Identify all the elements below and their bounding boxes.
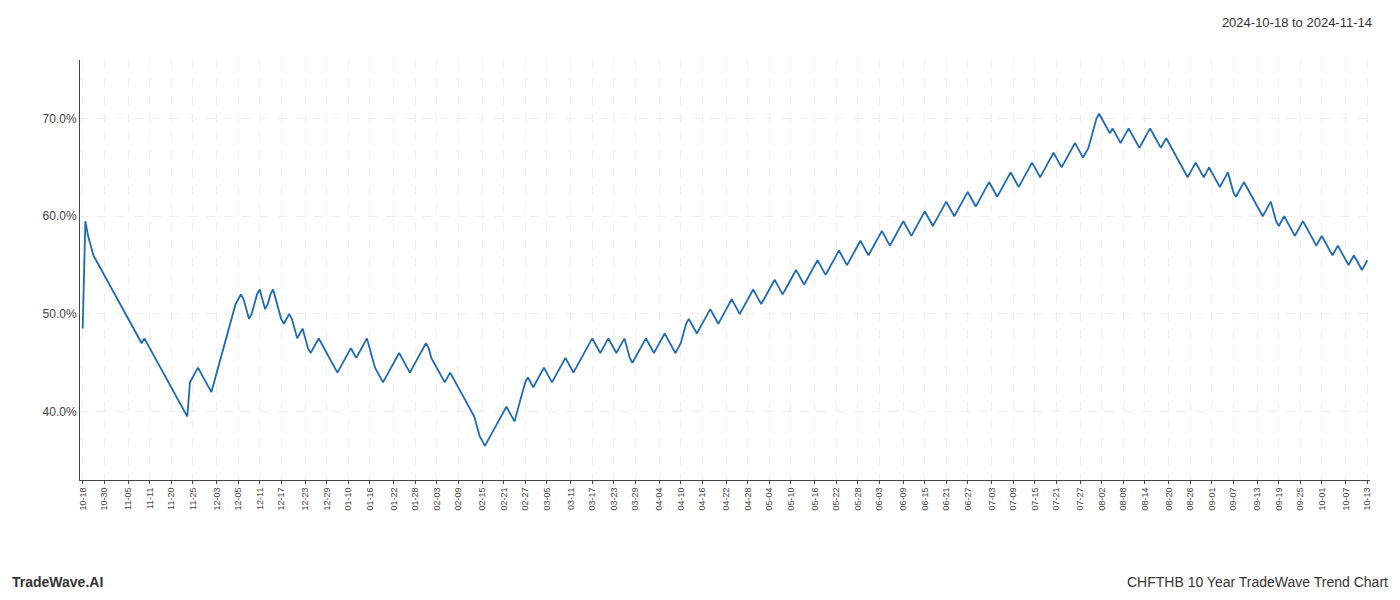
svg-text:04-04: 04-04 bbox=[654, 488, 664, 511]
svg-text:12-29: 12-29 bbox=[322, 488, 332, 511]
svg-text:03-23: 03-23 bbox=[609, 488, 619, 511]
svg-text:50.0%: 50.0% bbox=[43, 307, 77, 321]
svg-text:06-03: 06-03 bbox=[874, 488, 884, 511]
svg-text:05-04: 05-04 bbox=[764, 488, 774, 511]
svg-text:01-22: 01-22 bbox=[389, 488, 399, 511]
svg-text:04-22: 04-22 bbox=[721, 488, 731, 511]
svg-text:01-28: 01-28 bbox=[410, 488, 420, 511]
svg-text:06-27: 06-27 bbox=[963, 488, 973, 511]
svg-text:2024-10-18 to 2024-11-14: 2024-10-18 to 2024-11-14 bbox=[1222, 15, 1372, 30]
svg-text:09-07: 09-07 bbox=[1228, 488, 1238, 511]
svg-text:02-15: 02-15 bbox=[477, 488, 487, 511]
svg-text:07-03: 07-03 bbox=[987, 488, 997, 511]
svg-text:08-20: 08-20 bbox=[1164, 488, 1174, 511]
svg-text:11-20: 11-20 bbox=[166, 488, 176, 510]
svg-text:03-29: 03-29 bbox=[630, 488, 640, 511]
svg-text:08-26: 08-26 bbox=[1185, 488, 1195, 511]
svg-text:10-18: 10-18 bbox=[78, 488, 88, 511]
svg-text:10-01: 10-01 bbox=[1317, 488, 1327, 511]
svg-text:07-15: 07-15 bbox=[1030, 488, 1040, 511]
svg-text:07-27: 07-27 bbox=[1075, 488, 1085, 511]
svg-text:02-27: 02-27 bbox=[520, 488, 530, 511]
svg-text:08-02: 08-02 bbox=[1097, 488, 1107, 511]
svg-text:02-03: 02-03 bbox=[432, 488, 442, 511]
svg-text:08-14: 08-14 bbox=[1140, 488, 1150, 511]
svg-text:06-15: 06-15 bbox=[920, 488, 930, 511]
svg-text:70.0%: 70.0% bbox=[43, 112, 77, 126]
svg-text:02-21: 02-21 bbox=[499, 488, 509, 511]
svg-text:CHFTHB 10 Year TradeWave Trend: CHFTHB 10 Year TradeWave Trend Chart bbox=[1127, 574, 1388, 590]
svg-text:11-25: 11-25 bbox=[188, 488, 198, 510]
svg-text:12-23: 12-23 bbox=[300, 488, 310, 511]
svg-text:05-28: 05-28 bbox=[853, 488, 863, 511]
svg-text:12-05: 12-05 bbox=[233, 488, 243, 511]
svg-text:01-10: 01-10 bbox=[343, 488, 353, 511]
svg-text:09-13: 09-13 bbox=[1252, 488, 1262, 511]
svg-text:06-21: 06-21 bbox=[941, 488, 951, 511]
svg-text:05-10: 05-10 bbox=[786, 488, 796, 511]
svg-text:05-22: 05-22 bbox=[831, 488, 841, 511]
svg-text:07-21: 07-21 bbox=[1051, 488, 1061, 511]
svg-text:11-05: 11-05 bbox=[123, 488, 133, 510]
svg-text:04-10: 04-10 bbox=[676, 488, 686, 511]
svg-text:12-17: 12-17 bbox=[276, 488, 286, 511]
svg-text:09-25: 09-25 bbox=[1295, 488, 1305, 511]
svg-text:40.0%: 40.0% bbox=[43, 405, 77, 419]
svg-text:07-09: 07-09 bbox=[1008, 488, 1018, 511]
svg-text:04-16: 04-16 bbox=[697, 488, 707, 511]
svg-text:12-03: 12-03 bbox=[212, 488, 222, 511]
svg-text:05-16: 05-16 bbox=[810, 488, 820, 511]
svg-text:12-11: 12-11 bbox=[255, 488, 265, 510]
svg-text:06-09: 06-09 bbox=[898, 488, 908, 511]
svg-text:10-30: 10-30 bbox=[99, 488, 109, 511]
svg-text:02-09: 02-09 bbox=[453, 488, 463, 511]
svg-text:03-11: 03-11 bbox=[566, 488, 576, 510]
svg-text:TradeWave.AI: TradeWave.AI bbox=[12, 574, 103, 590]
svg-text:08-08: 08-08 bbox=[1118, 488, 1128, 511]
svg-text:04-28: 04-28 bbox=[743, 488, 753, 511]
svg-text:11-11: 11-11 bbox=[145, 488, 155, 510]
svg-text:10-13: 10-13 bbox=[1362, 488, 1372, 511]
svg-text:09-19: 09-19 bbox=[1274, 488, 1284, 511]
svg-text:10-07: 10-07 bbox=[1341, 488, 1351, 511]
svg-text:03-05: 03-05 bbox=[542, 488, 552, 511]
svg-text:60.0%: 60.0% bbox=[43, 209, 77, 223]
svg-text:01-16: 01-16 bbox=[365, 488, 375, 511]
svg-text:09-01: 09-01 bbox=[1207, 488, 1217, 511]
svg-text:03-17: 03-17 bbox=[587, 488, 597, 511]
